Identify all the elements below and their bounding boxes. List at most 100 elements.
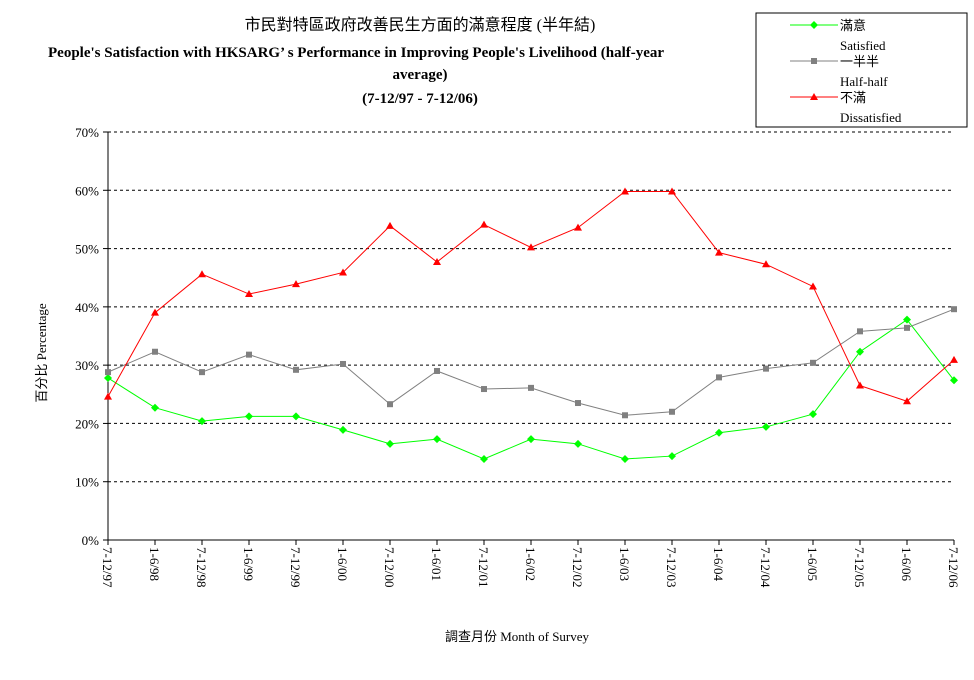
data-point [621, 454, 629, 463]
data-point [715, 248, 723, 256]
legend-label-en: Half-half [840, 74, 888, 89]
data-point [105, 369, 111, 376]
chart-title: 市民對特區政府改善民生方面的滿意程度 (半年結) [245, 15, 596, 34]
x-tick-label: 7-12/99 [288, 547, 303, 587]
x-tick-label: 7-12/01 [476, 547, 491, 587]
y-tick-label: 50% [75, 242, 99, 257]
data-point [668, 187, 676, 195]
chart-date-range: (7-12/97 - 7-12/06) [362, 91, 478, 107]
y-tick-label: 30% [75, 358, 99, 373]
data-point [340, 360, 346, 367]
data-point [293, 366, 299, 373]
data-point [528, 384, 534, 391]
series-line [107, 308, 955, 416]
y-tick-label: 70% [75, 125, 99, 140]
y-axis-ticks: 0% 10% 20% 30% 40% 50% 60% 70% [75, 125, 108, 548]
data-point [809, 282, 817, 290]
legend-label-en: Satisfied [840, 38, 886, 53]
x-axis-ticks: 7-12/97 1-6/98 7-12/98 1-6/99 7-12/99 1-6/00 7… [100, 540, 961, 588]
data-point [574, 439, 582, 448]
data-point [668, 452, 676, 461]
data-point [762, 422, 770, 431]
x-tick-label: 7-12/00 [382, 547, 397, 587]
data-point [903, 315, 911, 324]
data-point [622, 412, 628, 419]
data-point [951, 306, 957, 313]
data-point [198, 417, 206, 426]
data-point [527, 243, 535, 251]
data-point [246, 351, 252, 358]
data-point [716, 374, 722, 381]
data-point [810, 21, 818, 29]
data-point [339, 268, 347, 276]
data-point [810, 359, 816, 366]
data-point [480, 220, 488, 228]
grid-lines [108, 131, 954, 483]
data-point [904, 324, 910, 331]
x-tick-label: 1-6/98 [147, 547, 162, 581]
legend-label: 滿意 [840, 18, 866, 33]
legend-label-en: Dissatisfied [840, 110, 902, 125]
data-point [621, 187, 629, 195]
legend-item-half-half: 一半半 Half-half [790, 54, 888, 89]
x-tick-label: 7-12/97 [100, 547, 115, 588]
data-point [903, 397, 911, 405]
axes [107, 132, 954, 541]
data-point [339, 425, 347, 434]
data-point [386, 221, 394, 229]
data-point [574, 223, 582, 231]
data-point [151, 308, 159, 316]
series-line [107, 190, 955, 402]
x-tick-label: 1-6/03 [617, 547, 632, 581]
legend-item-satisfied: 滿意 Satisfied [790, 18, 886, 53]
data-point [950, 355, 958, 363]
data-point [152, 348, 158, 355]
x-tick-label: 1-6/01 [429, 547, 444, 581]
y-tick-label: 10% [75, 475, 99, 490]
series-satisfied [104, 315, 958, 463]
data-point [199, 369, 205, 376]
x-tick-label: 7-12/06 [946, 547, 961, 588]
y-tick-label: 20% [75, 416, 99, 431]
y-tick-label: 0% [82, 533, 100, 548]
data-point [198, 270, 206, 278]
legend-label: 不滿 [840, 90, 866, 105]
data-point [480, 454, 488, 463]
x-tick-label: 1-6/02 [523, 547, 538, 581]
data-point [762, 260, 770, 268]
data-point [245, 290, 253, 298]
x-tick-label: 7-12/05 [852, 547, 867, 587]
data-point [856, 381, 864, 389]
y-tick-label: 60% [75, 183, 99, 198]
x-axis-label: 調查月份 Month of Survey [445, 629, 590, 644]
data-point [715, 428, 723, 437]
data-point [434, 367, 440, 374]
series-layer [104, 187, 958, 463]
x-tick-label: 1-6/04 [711, 547, 726, 581]
y-tick-label: 40% [75, 300, 99, 315]
x-tick-label: 7-12/02 [570, 547, 585, 587]
data-point [292, 412, 300, 421]
data-point [811, 58, 817, 64]
data-point [527, 435, 535, 444]
legend-label: 一半半 [840, 54, 879, 69]
x-tick-label: 1-6/06 [899, 547, 914, 581]
data-point [245, 412, 253, 421]
data-point [433, 257, 441, 265]
data-point [151, 403, 159, 412]
chart-subtitle-2: average) [393, 67, 448, 83]
legend-box [755, 12, 968, 128]
x-tick-label: 7-12/98 [194, 547, 209, 587]
series-dissatisfied [104, 187, 958, 405]
x-tick-label: 1-6/99 [241, 547, 256, 581]
data-point [104, 373, 112, 382]
data-point [292, 280, 300, 288]
data-point [481, 386, 487, 393]
data-point [386, 439, 394, 448]
series-half-half [105, 306, 957, 419]
x-tick-label: 1-6/05 [805, 547, 820, 581]
data-point [104, 392, 112, 400]
data-point [575, 400, 581, 407]
